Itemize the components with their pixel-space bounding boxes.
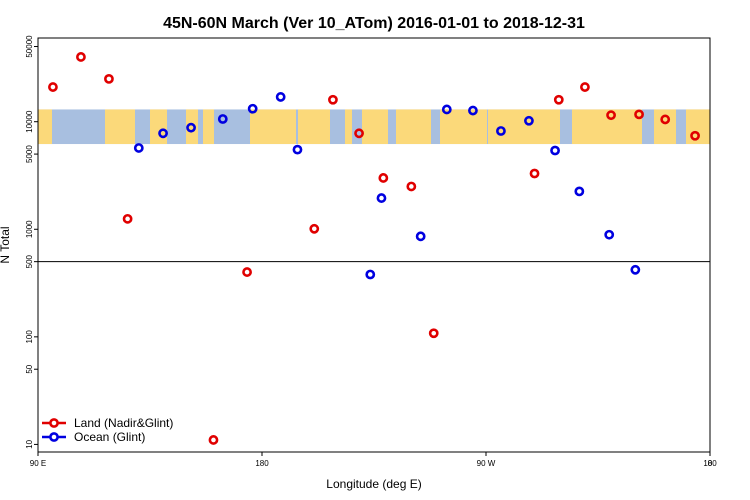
ocean-point xyxy=(275,92,286,102)
x-tick-label: 0 xyxy=(708,459,713,468)
plot-frame xyxy=(37,37,711,453)
land-point xyxy=(634,109,644,120)
ocean-point xyxy=(630,264,641,275)
map-land xyxy=(186,109,198,145)
map-land xyxy=(150,109,167,145)
ocean-point xyxy=(158,128,168,139)
land-point xyxy=(104,73,114,84)
land-point xyxy=(606,110,616,121)
y-tick-label: 500 xyxy=(25,254,34,268)
land-point xyxy=(242,267,252,277)
ocean-point xyxy=(415,231,426,242)
map-land xyxy=(345,109,352,145)
ocean-point xyxy=(496,126,506,136)
x-tick-label: 180 xyxy=(255,459,269,468)
land-point xyxy=(660,114,671,125)
land-point xyxy=(580,82,590,92)
land-point xyxy=(328,94,338,105)
map-land xyxy=(654,109,676,145)
land-point xyxy=(529,168,540,179)
map-land xyxy=(38,109,52,145)
ocean-point xyxy=(524,115,534,126)
y-tick-label: 1000 xyxy=(25,220,34,238)
legend-land-marker xyxy=(49,418,59,428)
chart-title: 45N-60N March (Ver 10_ATom) 2016-01-01 t… xyxy=(163,15,585,32)
ocean-point xyxy=(186,122,196,133)
ocean-point xyxy=(365,269,376,280)
y-tick-label: 5000 xyxy=(25,145,34,163)
land-point xyxy=(48,82,58,92)
ocean-point xyxy=(133,143,144,153)
land-point xyxy=(76,52,86,62)
legend-ocean-marker xyxy=(49,432,59,442)
land-point xyxy=(406,181,417,192)
y-tick-label: 50 xyxy=(25,364,34,373)
land-point xyxy=(690,130,700,141)
legend-ocean-label: Ocean (Glint) xyxy=(74,430,145,444)
map-band xyxy=(38,109,710,145)
land-point xyxy=(378,173,389,183)
y-tick-label: 50000 xyxy=(25,35,34,58)
ocean-point xyxy=(217,114,228,124)
x-tick-label: 90 W xyxy=(477,459,496,468)
ocean-point xyxy=(247,103,258,114)
legend: Land (Nadir&Glint)Ocean (Glint) xyxy=(42,416,173,444)
ocean-point xyxy=(468,105,478,116)
y-tick-label: 100 xyxy=(25,330,34,344)
ocean-point xyxy=(574,186,585,197)
map-land xyxy=(250,109,296,145)
x-axis-label: Longitude (deg E) xyxy=(326,477,421,491)
ocean-point xyxy=(376,193,387,203)
map-land xyxy=(105,109,135,145)
y-tick-label: 10 xyxy=(25,439,34,448)
data-points xyxy=(48,52,700,445)
land-point xyxy=(553,94,564,105)
y-axis: 10 50 100 500 1000 5000 10000 50000 xyxy=(25,35,38,449)
map-land xyxy=(362,109,388,145)
ocean-point xyxy=(441,104,452,115)
ocean-point xyxy=(292,144,303,155)
map-land xyxy=(203,109,214,145)
ocean-point xyxy=(604,229,615,240)
y-axis-label: N Total xyxy=(0,226,12,263)
map-land xyxy=(298,109,330,145)
land-point xyxy=(354,128,364,139)
ocean-point xyxy=(550,145,560,156)
land-point xyxy=(309,223,320,234)
map-land xyxy=(396,109,431,145)
legend-land-label: Land (Nadir&Glint) xyxy=(74,416,173,430)
land-point xyxy=(208,435,219,445)
land-point xyxy=(122,213,133,224)
land-point xyxy=(428,328,439,339)
map-land xyxy=(440,109,487,145)
x-tick-label: 180 xyxy=(703,459,717,468)
y-tick-label: 10000 xyxy=(25,110,34,133)
x-tick-label: 90 E xyxy=(30,459,46,468)
